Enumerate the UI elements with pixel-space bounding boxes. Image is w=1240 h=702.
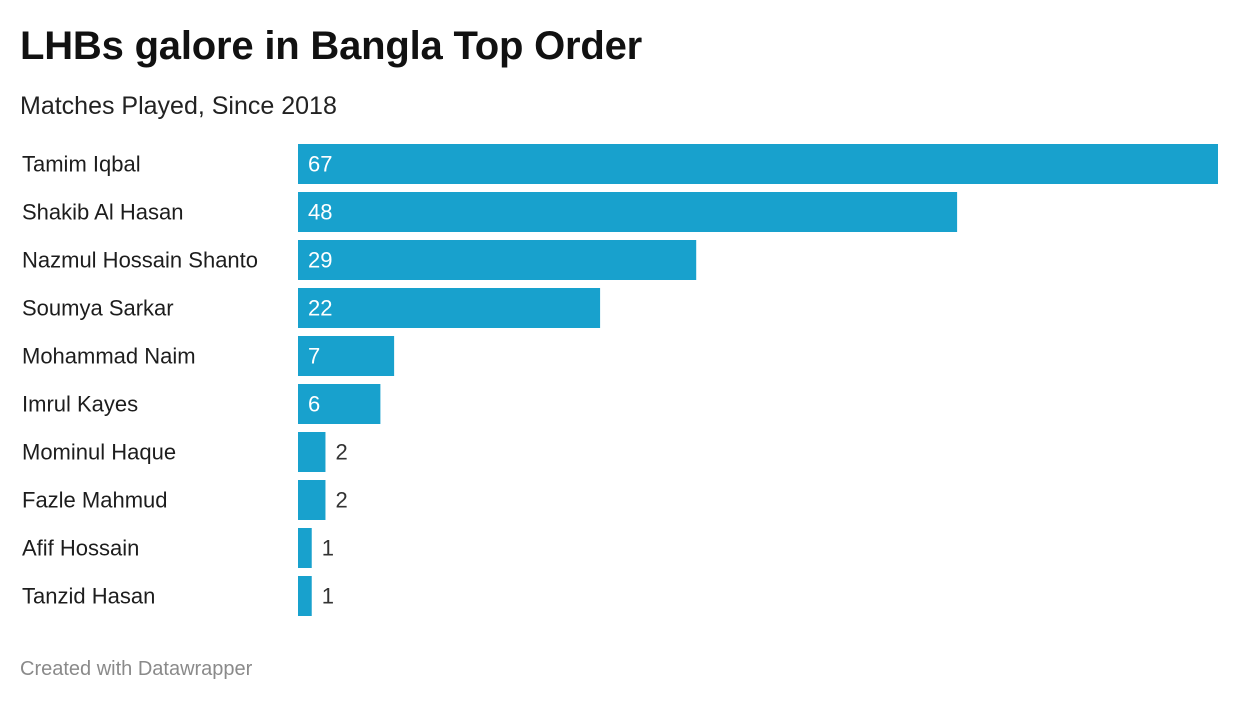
category-label: Nazmul Hossain Shanto [22, 248, 258, 273]
category-label: Imrul Kayes [22, 392, 138, 417]
bar-row: Mohammad Naim 7 [22, 336, 395, 376]
value-label: 2 [335, 488, 347, 513]
bar [298, 384, 381, 424]
value-label: 1 [322, 536, 334, 561]
value-label: 48 [308, 200, 332, 225]
value-label: 67 [308, 152, 332, 177]
value-label: 2 [335, 440, 347, 465]
bar [298, 528, 312, 568]
value-label: 7 [308, 344, 320, 369]
category-label: Fazle Mahmud [22, 488, 168, 513]
category-label: Afif Hossain [22, 536, 139, 561]
bar-row: Tamim Iqbal 67 [22, 144, 1218, 184]
value-label: 1 [322, 584, 334, 609]
bar [298, 192, 958, 232]
bar [298, 288, 601, 328]
bar [298, 576, 312, 616]
bar [298, 336, 395, 376]
bar-row: Tanzid Hasan 1 [22, 576, 334, 616]
chart-subtitle: Matches Played, Since 2018 [20, 92, 337, 120]
bar [298, 432, 326, 472]
category-label: Tanzid Hasan [22, 584, 155, 609]
bar-row: Soumya Sarkar 22 [22, 288, 601, 328]
bar-row: Afif Hossain 1 [22, 528, 334, 568]
category-label: Tamim Iqbal [22, 152, 141, 177]
value-label: 6 [308, 392, 320, 417]
chart-title: LHBs galore in Bangla Top Order [20, 24, 643, 68]
bar [298, 240, 697, 280]
value-label: 29 [308, 248, 332, 273]
bar [298, 144, 1218, 184]
bar-row: Shakib Al Hasan 48 [22, 192, 958, 232]
category-label: Mominul Haque [22, 440, 176, 465]
bar-row: Fazle Mahmud 2 [22, 480, 348, 520]
attribution: Created with Datawrapper [20, 658, 253, 680]
bar [298, 480, 326, 520]
bar-row: Nazmul Hossain Shanto 29 [22, 240, 697, 280]
category-label: Shakib Al Hasan [22, 200, 183, 225]
bar-row: Mominul Haque 2 [22, 432, 348, 472]
bar-row: Imrul Kayes 6 [22, 384, 381, 424]
category-label: Soumya Sarkar [22, 296, 174, 321]
category-label: Mohammad Naim [22, 344, 196, 369]
value-label: 22 [308, 296, 332, 321]
